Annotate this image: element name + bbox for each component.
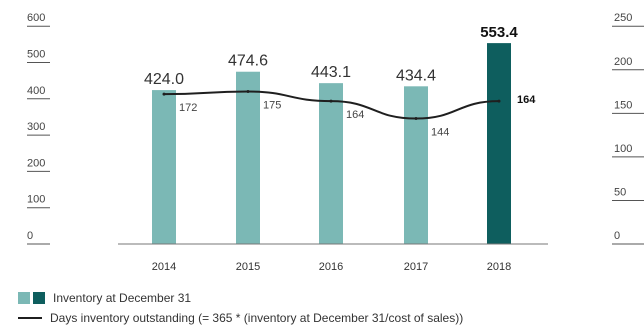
line-point-2017	[414, 117, 418, 121]
y-left-tick-label: 100	[27, 194, 45, 206]
x-tick-label-2017: 2017	[404, 261, 428, 273]
y-right-tick-label: 100	[614, 143, 632, 155]
bar-2015	[236, 71, 260, 244]
right-axis: 250 200 150 100 50 0	[612, 12, 644, 245]
legend-swatch-dark	[33, 292, 45, 304]
legend-item-days-outstanding: Days inventory outstanding (= 365 * (inv…	[18, 311, 463, 325]
y-right-tick-label: 250	[614, 12, 632, 24]
y-left-tick-label: 0	[27, 230, 33, 242]
line-point-2018	[497, 99, 501, 103]
bar-2018	[487, 43, 511, 244]
y-right-tick-label: 150	[614, 99, 632, 111]
bar-value-labels: 424.0 474.6 443.1 434.4 553.4	[144, 24, 518, 88]
legend-item-inventory: Inventory at December 31	[18, 291, 191, 305]
line-series	[162, 90, 501, 121]
bar-series	[152, 43, 511, 245]
left-axis: 600 500 400 300 200 100 0	[27, 12, 50, 245]
line-point-2015	[246, 90, 250, 94]
y-right-tick-label: 50	[614, 186, 626, 198]
legend-swatch-light	[18, 292, 30, 304]
bar-value-label-2017: 434.4	[396, 67, 436, 84]
x-tick-label-2016: 2016	[319, 261, 343, 273]
line-point-2016	[329, 99, 333, 103]
y-left-tick-label: 300	[27, 121, 45, 133]
line-value-label-2016: 164	[346, 109, 364, 121]
x-tick-label-2014: 2014	[152, 261, 176, 273]
y-left-tick-label: 600	[27, 12, 45, 24]
x-tick-label-2018: 2018	[487, 261, 511, 273]
legend-label-days-outstanding: Days inventory outstanding (= 365 * (inv…	[50, 311, 464, 325]
bar-value-label-2016: 443.1	[311, 64, 351, 81]
bar-value-label-2018: 553.4	[480, 24, 518, 41]
x-axis: 2014 2015 2016 2017 2018	[118, 243, 548, 273]
x-tick-label-2015: 2015	[236, 261, 260, 273]
legend-line-swatch	[18, 317, 42, 319]
bar-value-label-2015: 474.6	[228, 53, 268, 70]
line-value-label-2017: 144	[431, 127, 449, 139]
y-right-tick-label: 200	[614, 56, 632, 68]
line-value-label-2015: 175	[263, 100, 281, 112]
y-left-tick-label: 400	[27, 85, 45, 97]
y-left-tick-label: 200	[27, 157, 45, 169]
line-value-label-2014: 172	[179, 102, 197, 114]
bar-2014	[152, 90, 176, 244]
bar-2016	[319, 83, 343, 245]
bar-2017	[404, 86, 428, 244]
legend-label-inventory: Inventory at December 31	[53, 291, 192, 305]
line-point-2014	[162, 92, 166, 96]
y-left-tick-label: 500	[27, 49, 45, 61]
bar-value-label-2014: 424.0	[144, 71, 184, 88]
line-value-label-2018: 164	[517, 94, 536, 106]
line-value-labels: 172 175 164 144 164	[179, 94, 536, 138]
y-right-tick-label: 0	[614, 230, 620, 242]
